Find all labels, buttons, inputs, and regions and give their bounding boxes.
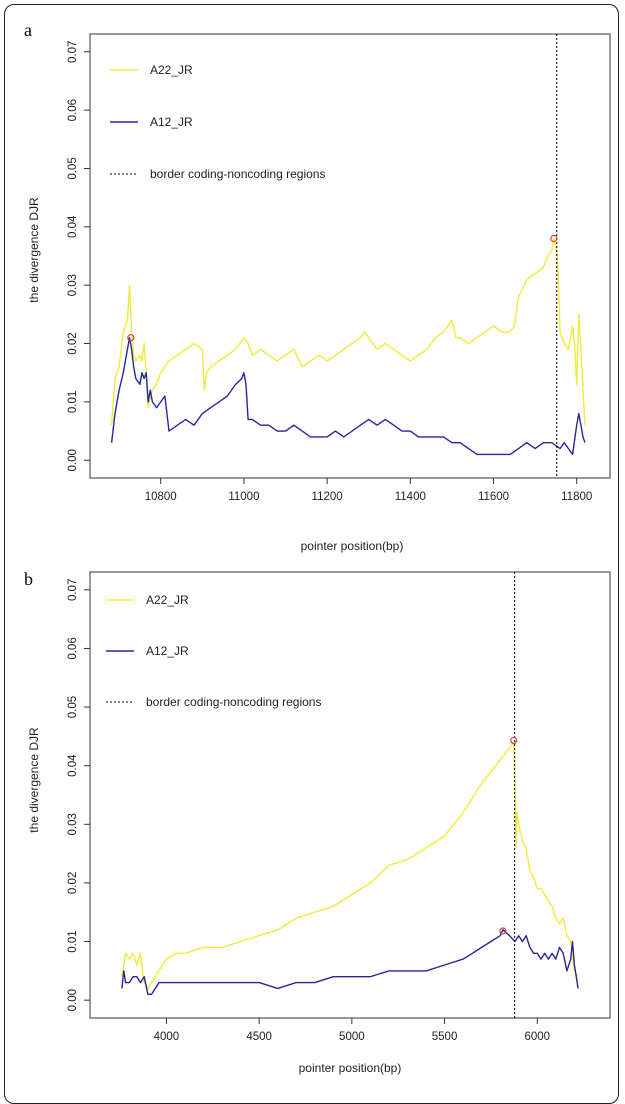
- y-tick-label: 0.07: [67, 41, 79, 63]
- x-tick-label: 6000: [524, 1031, 550, 1043]
- legend-label-a22: A22_JR: [146, 593, 189, 607]
- plot-box: [89, 571, 611, 1019]
- series-line-a22-jr: [110, 237, 586, 426]
- y-axis-title-b: the divergence DJR: [27, 727, 41, 833]
- legend-label-a22: A22_JR: [150, 63, 193, 77]
- y-tick-label: 0.06: [67, 99, 79, 121]
- x-tick-label: 4500: [246, 1031, 272, 1043]
- y-tick-label: 0.03: [67, 813, 79, 835]
- panel-letter-a: a: [24, 20, 32, 40]
- series-line-a12-jr: [110, 337, 586, 456]
- legend-label-a12: A12_JR: [146, 644, 189, 658]
- series-line-a12-jr: [121, 929, 579, 995]
- x-tick-label: 5000: [339, 1031, 365, 1043]
- y-tick-label: 0.05: [67, 157, 79, 179]
- panel-b: b pointer position(bp) the divergence DJ…: [24, 569, 611, 1075]
- x-axis-title-b: pointer position(bp): [299, 1061, 402, 1075]
- max-point-marker: [127, 334, 135, 342]
- y-tick-label: 0.02: [67, 872, 79, 894]
- x-tick-label: 11000: [228, 491, 259, 503]
- series-line-a22-jr: [121, 741, 579, 990]
- y-tick-label: 0.04: [67, 215, 79, 238]
- x-tick-label: 11800: [561, 491, 592, 503]
- legend-b: A22_JR A12_JR border coding-noncoding re…: [106, 593, 321, 709]
- plot-area-b: 0.00 0.01 0.02 0.03 0.04 0.05 0.06 0.07 4000 4500…: [67, 571, 611, 1043]
- x-tick-label: 5500: [432, 1031, 458, 1043]
- legend-label-border: border coding-noncoding regions: [146, 695, 321, 709]
- y-tick-label: 0.03: [67, 274, 79, 296]
- max-point-marker: [550, 234, 558, 243]
- max-point-marker: [510, 736, 518, 745]
- y-tick-label: 0.05: [67, 696, 79, 718]
- y-tick-label: 0.00: [67, 989, 79, 1011]
- x-tick-label: 10800: [145, 491, 177, 503]
- y-tick-label: 0.01: [67, 930, 79, 952]
- x-tick-label: 11400: [395, 491, 426, 503]
- legend-a: A22_JR A12_JR border coding-noncoding re…: [110, 63, 325, 181]
- max-point-marker: [499, 927, 507, 935]
- x-tick-label: 4000: [154, 1031, 180, 1043]
- x-tick-label: 11200: [312, 491, 343, 503]
- x-tick-label: 11600: [478, 491, 509, 503]
- y-tick-label: 0.02: [67, 332, 79, 354]
- y-tick-label: 0.01: [67, 391, 79, 413]
- x-axis-title-a: pointer position(bp): [301, 539, 404, 553]
- plot-box: [89, 33, 611, 479]
- y-tick-label: 0.07: [67, 579, 79, 601]
- legend-label-a12: A12_JR: [150, 115, 193, 129]
- y-tick-label: 0.06: [67, 637, 79, 659]
- y-axis-title-a: the divergence DJR: [27, 197, 41, 303]
- panel-letter-b: b: [24, 569, 33, 589]
- plot-area-a: 0.00 0.01 0.02 0.03 0.04 0.05 0.06 0.07 10800 110…: [67, 33, 611, 503]
- y-tick-label: 0.00: [67, 449, 79, 471]
- panel-a: a pointer position(bp) the divergence DJ…: [24, 20, 611, 553]
- y-tick-label: 0.04: [67, 754, 79, 777]
- legend-label-border: border coding-noncoding regions: [150, 167, 325, 181]
